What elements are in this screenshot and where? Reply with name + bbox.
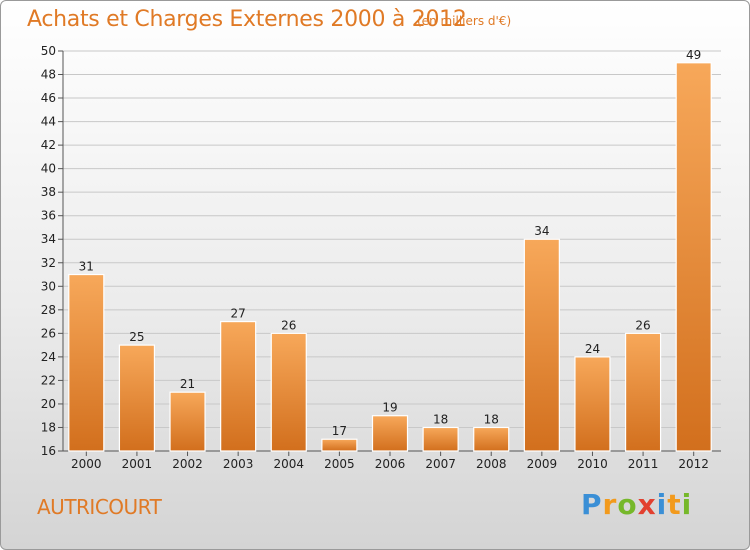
y-tick-label: 44: [41, 115, 56, 129]
bar: [574, 356, 611, 452]
data-label: 49: [686, 48, 701, 62]
bar: [118, 344, 156, 452]
y-tick-label: 24: [41, 350, 56, 364]
y-tick-label: 46: [41, 91, 56, 105]
data-label: 25: [129, 330, 144, 344]
y-tick-label: 48: [41, 68, 56, 82]
y-tick-label: 38: [41, 185, 56, 199]
data-label: 18: [433, 412, 448, 426]
y-tick-label: 18: [41, 420, 56, 434]
data-label: 26: [281, 318, 296, 332]
logo-letter: i: [656, 488, 668, 521]
data-label: 34: [534, 224, 549, 238]
y-tick-label: 32: [41, 256, 56, 270]
x-tick-label: 2000: [71, 457, 102, 471]
logo-letter: x: [637, 488, 657, 521]
data-label: 19: [382, 401, 397, 415]
logo-letter: t: [667, 488, 682, 521]
bar: [270, 332, 307, 452]
data-label: 24: [585, 342, 600, 356]
y-tick-label: 40: [41, 162, 56, 176]
logo-letter: o: [617, 488, 638, 521]
y-tick-label: 34: [41, 232, 56, 246]
y-tick-label: 22: [41, 373, 56, 387]
data-label: 27: [231, 307, 246, 321]
data-label: 31: [79, 260, 94, 274]
y-tick-label: 16: [41, 444, 56, 458]
data-label: 18: [484, 412, 499, 426]
commune-name: AUTRICOURT: [37, 495, 162, 519]
y-tick-label: 26: [41, 326, 56, 340]
logo-letter: i: [681, 488, 693, 521]
y-tick-label: 50: [41, 44, 56, 58]
bar: [523, 238, 560, 452]
x-tick-label: 2010: [577, 457, 608, 471]
x-tick-label: 2007: [425, 457, 456, 471]
x-tick-label: 2008: [476, 457, 507, 471]
x-tick-label: 2001: [122, 457, 153, 471]
y-tick-label: 30: [41, 279, 56, 293]
x-tick-label: 2012: [678, 457, 709, 471]
x-tick-label: 2011: [628, 457, 659, 471]
x-tick-label: 2003: [223, 457, 254, 471]
bar: [68, 273, 105, 452]
bar: [473, 426, 510, 452]
chart-title: Achats et Charges Externes 2000 à 2012: [27, 7, 467, 32]
x-tick-label: 2002: [172, 457, 203, 471]
x-tick-label: 2009: [527, 457, 558, 471]
proxiti-logo[interactable]: Proxiti: [581, 488, 692, 521]
bar: [422, 426, 459, 452]
x-tick-label: 2005: [324, 457, 355, 471]
logo-letter: r: [602, 488, 618, 521]
y-tick-label: 42: [41, 138, 56, 152]
data-label: 21: [180, 377, 195, 391]
bar: [169, 391, 206, 452]
x-tick-label: 2004: [273, 457, 304, 471]
bar: [371, 415, 409, 452]
bar: [321, 438, 358, 452]
data-label: 26: [635, 318, 650, 332]
chart-subtitle: (en milliers d'€): [417, 14, 512, 28]
y-tick-label: 20: [41, 397, 56, 411]
y-tick-label: 28: [41, 303, 56, 317]
data-label: 17: [332, 424, 347, 438]
bar: [220, 320, 257, 452]
y-tick-label: 36: [41, 209, 56, 223]
bar: [675, 62, 712, 452]
bar: [624, 332, 662, 452]
x-tick-label: 2006: [375, 457, 406, 471]
logo-letter: P: [581, 488, 603, 521]
